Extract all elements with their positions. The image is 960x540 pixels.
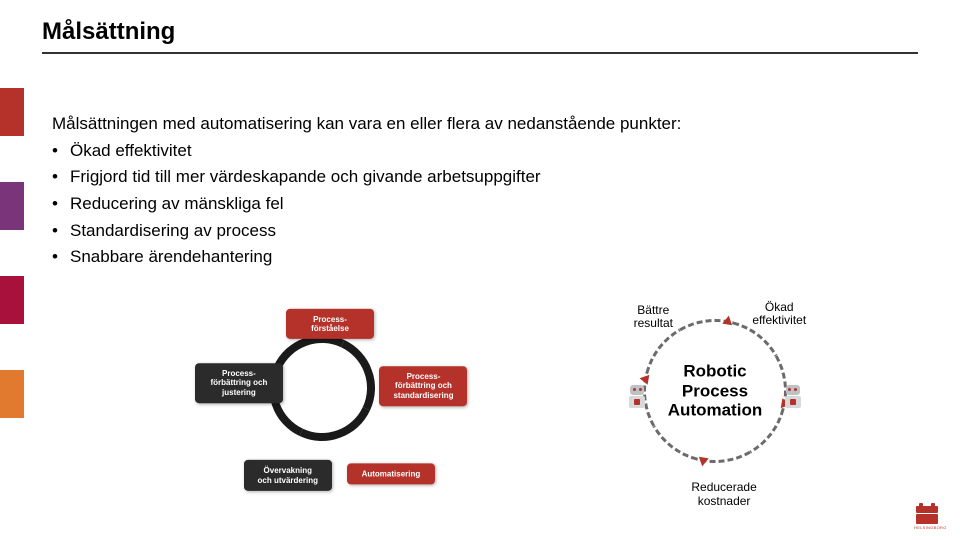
page-title: Målsättning (42, 18, 918, 54)
rpa-label: Bättreresultat (634, 304, 673, 332)
bullet-item: •Snabbare ärendehantering (52, 245, 908, 270)
cycle-node: Process-förbättring ochstandardisering (379, 366, 467, 406)
rpa-diagram: Bättreresultat Ökadeffektivitet Reducerade… (550, 290, 880, 510)
bullet-item: •Reducering av mänskliga fel (52, 192, 908, 217)
body-text: Målsättningen med automatisering kan var… (52, 112, 908, 270)
robot-icon (626, 385, 648, 411)
helsingborg-logo: HELSINGBORG (914, 506, 940, 530)
sidebar-stripe (0, 88, 24, 136)
cycle-node: Automatisering (347, 463, 435, 484)
process-cycle-diagram: Process-förståelseProcess-förbättring oc… (170, 300, 490, 500)
intro-line: Målsättningen med automatisering kan var… (52, 112, 908, 137)
rpa-arrowhead (639, 373, 650, 384)
rpa-label: Reduceradekostnader (691, 481, 756, 509)
sidebar-stripe (0, 276, 24, 324)
cycle-node: Process-förståelse (286, 309, 374, 339)
sidebar-stripe (0, 370, 24, 418)
sidebar-stripe (0, 182, 24, 230)
rpa-center-label: RoboticProcessAutomation (668, 362, 762, 421)
bullet-item: •Ökad effektivitet (52, 139, 908, 164)
cycle-node: Process-förbättring ochjustering (195, 363, 283, 403)
rpa-label: Ökadeffektivitet (752, 301, 806, 329)
cycle-node: Övervakningoch utvärdering (244, 460, 332, 490)
logo-text: HELSINGBORG (914, 525, 940, 530)
bullet-item: •Frigjord tid till mer värdeskapande och… (52, 165, 908, 190)
bullet-item: •Standardisering av process (52, 219, 908, 244)
robot-icon (782, 385, 804, 411)
